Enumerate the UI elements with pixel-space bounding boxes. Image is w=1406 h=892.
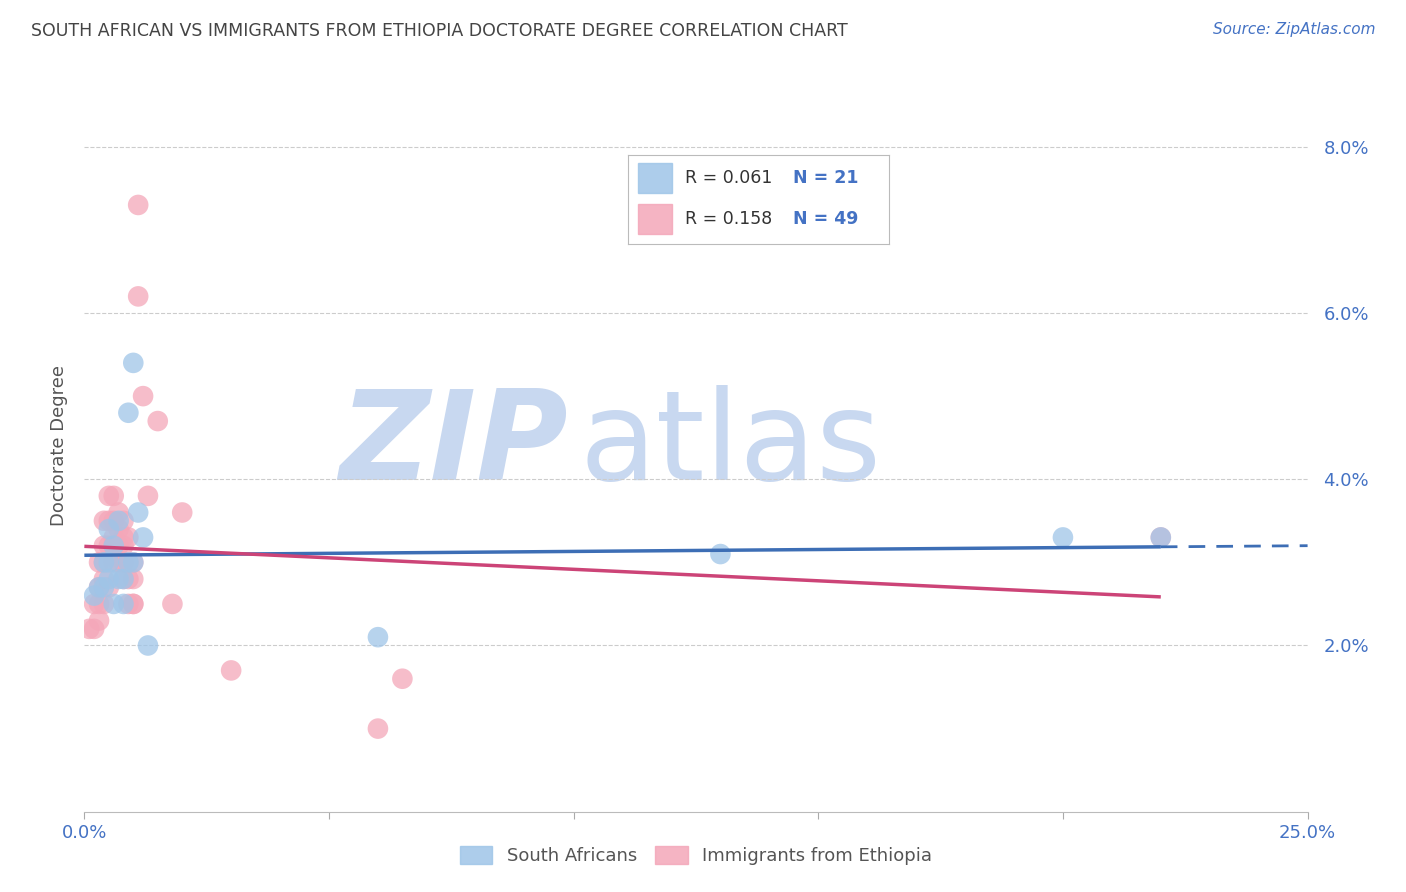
Point — [1150, 530, 1173, 544]
Point — [93, 580, 115, 594]
Text: Source: ZipAtlas.com: Source: ZipAtlas.com — [1212, 22, 1375, 37]
Text: N = 49: N = 49 — [793, 210, 858, 227]
Point — [112, 530, 135, 544]
Point — [127, 198, 149, 212]
Point — [87, 614, 110, 628]
Point — [83, 589, 105, 603]
Point — [117, 406, 139, 420]
Point — [709, 547, 731, 561]
Point — [97, 522, 120, 536]
Point — [107, 522, 129, 536]
Point — [112, 572, 135, 586]
Point — [122, 555, 145, 569]
Point — [117, 572, 139, 586]
Point — [97, 489, 120, 503]
Bar — [638, 163, 672, 193]
Point — [107, 506, 129, 520]
Point — [219, 664, 242, 678]
Point — [136, 639, 159, 653]
Point — [117, 597, 139, 611]
Point — [172, 506, 194, 520]
Point — [367, 630, 389, 644]
Point — [103, 555, 125, 569]
Point — [112, 514, 135, 528]
Point — [117, 555, 139, 569]
Text: atlas: atlas — [579, 385, 882, 507]
Point — [162, 597, 184, 611]
Y-axis label: Doctorate Degree: Doctorate Degree — [49, 366, 67, 526]
Point — [122, 356, 145, 370]
Point — [77, 622, 100, 636]
Point — [103, 539, 125, 553]
Text: SOUTH AFRICAN VS IMMIGRANTS FROM ETHIOPIA DOCTORATE DEGREE CORRELATION CHART: SOUTH AFRICAN VS IMMIGRANTS FROM ETHIOPI… — [31, 22, 848, 40]
Bar — [638, 204, 672, 234]
Point — [127, 506, 149, 520]
Point — [87, 597, 110, 611]
Text: R = 0.061: R = 0.061 — [686, 169, 773, 187]
Point — [391, 672, 413, 686]
Point — [83, 597, 105, 611]
Point — [117, 555, 139, 569]
Point — [87, 555, 110, 569]
Point — [93, 597, 115, 611]
Point — [107, 555, 129, 569]
Point — [112, 555, 135, 569]
Point — [122, 555, 145, 569]
Point — [87, 580, 110, 594]
Point — [107, 514, 129, 528]
Point — [107, 539, 129, 553]
Point — [1052, 530, 1074, 544]
Point — [367, 722, 389, 736]
Point — [97, 555, 120, 569]
Point — [83, 622, 105, 636]
Point — [107, 572, 129, 586]
Point — [127, 289, 149, 303]
Point — [97, 580, 120, 594]
Point — [112, 539, 135, 553]
Point — [97, 572, 120, 586]
Point — [122, 572, 145, 586]
Point — [103, 514, 125, 528]
Point — [97, 539, 120, 553]
Point — [117, 530, 139, 544]
Point — [136, 489, 159, 503]
Point — [122, 597, 145, 611]
Point — [97, 514, 120, 528]
Point — [93, 514, 115, 528]
Text: N = 21: N = 21 — [793, 169, 858, 187]
Point — [112, 572, 135, 586]
Point — [87, 580, 110, 594]
Point — [146, 414, 169, 428]
Point — [93, 555, 115, 569]
Point — [1150, 530, 1173, 544]
Point — [93, 572, 115, 586]
Point — [112, 597, 135, 611]
Point — [122, 597, 145, 611]
Point — [103, 597, 125, 611]
Point — [93, 555, 115, 569]
Text: R = 0.158: R = 0.158 — [686, 210, 773, 227]
Point — [132, 530, 155, 544]
Point — [132, 389, 155, 403]
Point — [103, 530, 125, 544]
Point — [93, 539, 115, 553]
Point — [103, 539, 125, 553]
Legend: South Africans, Immigrants from Ethiopia: South Africans, Immigrants from Ethiopia — [453, 838, 939, 872]
Point — [103, 489, 125, 503]
Text: ZIP: ZIP — [339, 385, 568, 507]
